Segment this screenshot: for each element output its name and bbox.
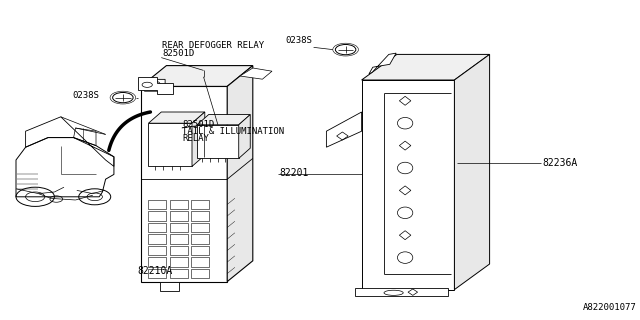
Polygon shape — [191, 246, 209, 255]
Polygon shape — [170, 246, 188, 255]
Text: 82236A: 82236A — [542, 157, 577, 168]
Polygon shape — [192, 112, 205, 166]
Polygon shape — [148, 112, 205, 123]
Polygon shape — [454, 54, 490, 290]
Polygon shape — [191, 269, 209, 278]
Polygon shape — [148, 223, 166, 232]
Polygon shape — [148, 269, 166, 278]
Polygon shape — [138, 77, 173, 94]
Text: 82201: 82201 — [280, 168, 309, 179]
Polygon shape — [191, 257, 209, 267]
Polygon shape — [326, 112, 362, 147]
Polygon shape — [148, 234, 166, 244]
Polygon shape — [191, 234, 209, 244]
Text: 82501D: 82501D — [162, 49, 194, 58]
Polygon shape — [191, 200, 209, 209]
Polygon shape — [170, 257, 188, 267]
Polygon shape — [362, 54, 490, 80]
Polygon shape — [362, 80, 454, 290]
Polygon shape — [191, 223, 209, 232]
Text: 82210A: 82210A — [138, 266, 173, 276]
Polygon shape — [160, 282, 179, 291]
Polygon shape — [141, 79, 165, 91]
Text: 82501D: 82501D — [182, 120, 214, 129]
Polygon shape — [141, 66, 253, 86]
Polygon shape — [148, 211, 166, 221]
Text: 0238S: 0238S — [285, 36, 312, 45]
Polygon shape — [170, 269, 188, 278]
Text: A822001077: A822001077 — [583, 303, 637, 312]
Polygon shape — [197, 115, 250, 125]
Polygon shape — [141, 86, 227, 282]
Text: RELAY: RELAY — [182, 134, 209, 143]
Polygon shape — [148, 200, 166, 209]
Polygon shape — [170, 211, 188, 221]
Polygon shape — [197, 125, 239, 158]
Polygon shape — [148, 123, 192, 166]
Polygon shape — [191, 211, 209, 221]
Polygon shape — [148, 246, 166, 255]
Text: REAR DEFOGGER RELAY: REAR DEFOGGER RELAY — [162, 41, 264, 50]
Polygon shape — [227, 66, 253, 282]
Text: TAIL & ILLUMINATION: TAIL & ILLUMINATION — [182, 127, 285, 136]
Polygon shape — [239, 115, 250, 158]
Polygon shape — [170, 234, 188, 244]
Polygon shape — [170, 223, 188, 232]
Polygon shape — [355, 288, 448, 296]
Polygon shape — [240, 68, 272, 79]
Text: 0238S: 0238S — [72, 92, 99, 100]
Polygon shape — [148, 257, 166, 267]
Polygon shape — [170, 200, 188, 209]
Polygon shape — [369, 53, 396, 74]
